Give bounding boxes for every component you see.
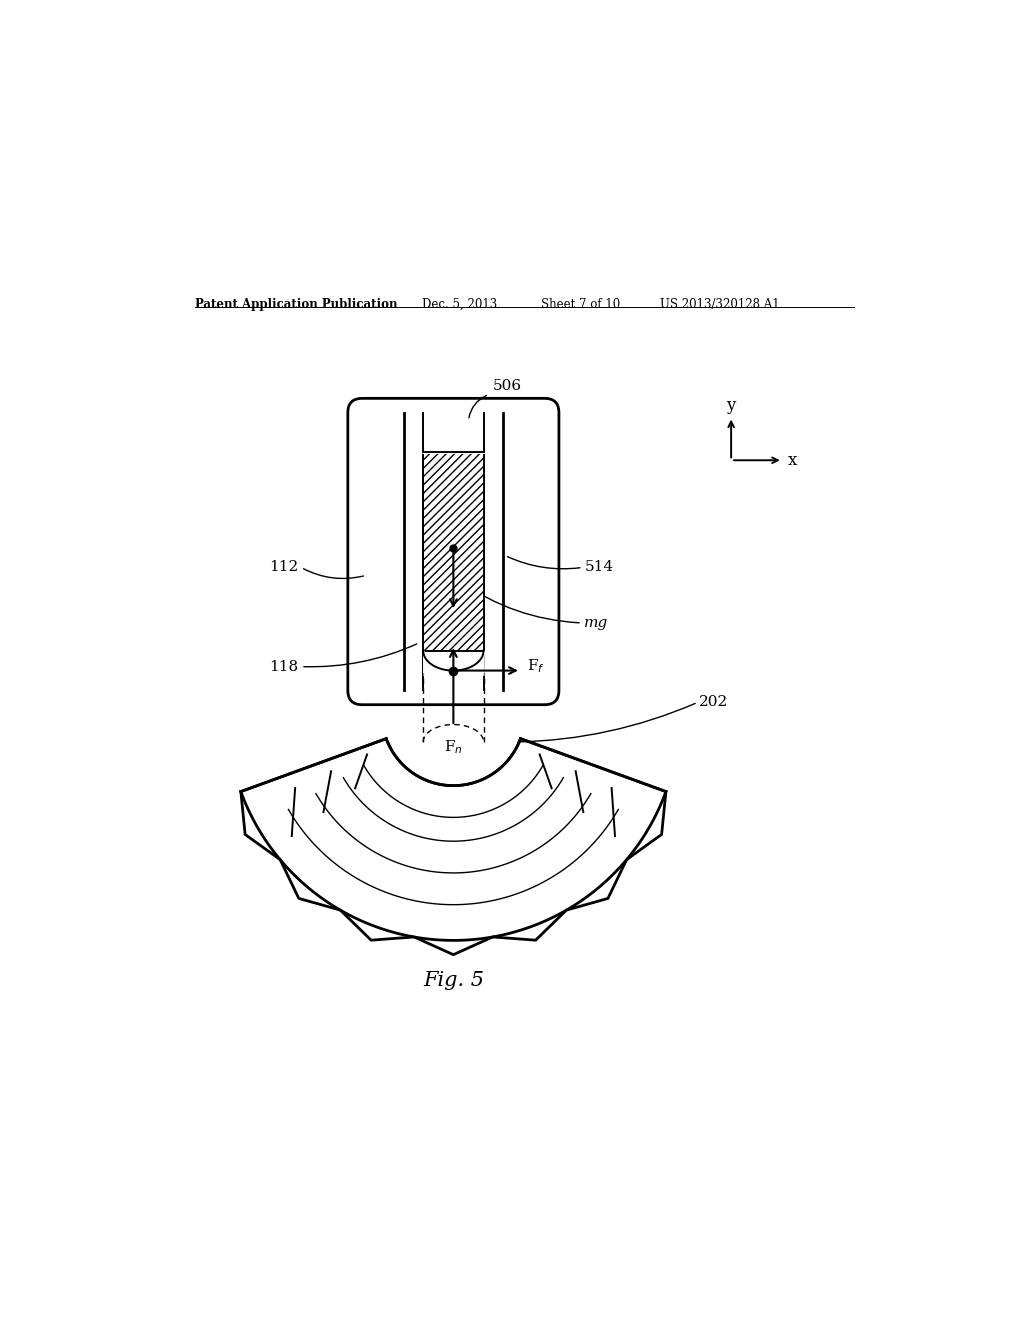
Text: 202: 202 xyxy=(699,696,729,709)
Text: 514: 514 xyxy=(585,561,613,574)
Text: 506: 506 xyxy=(494,379,522,393)
FancyBboxPatch shape xyxy=(348,399,559,705)
Text: 118: 118 xyxy=(269,660,299,673)
Text: y: y xyxy=(726,397,736,414)
Polygon shape xyxy=(241,739,666,940)
Text: Fig. 5: Fig. 5 xyxy=(423,970,484,990)
Text: mg: mg xyxy=(585,616,608,630)
Text: F$_n$: F$_n$ xyxy=(444,738,463,756)
Text: Patent Application Publication: Patent Application Publication xyxy=(196,297,398,310)
Text: Sheet 7 of 10: Sheet 7 of 10 xyxy=(541,297,620,310)
Text: Dec. 5, 2013: Dec. 5, 2013 xyxy=(422,297,497,310)
Text: F$_f$: F$_f$ xyxy=(527,657,545,676)
Text: x: x xyxy=(788,451,798,469)
Text: 112: 112 xyxy=(269,561,299,574)
Text: US 2013/320128 A1: US 2013/320128 A1 xyxy=(659,297,779,310)
Bar xyxy=(423,453,483,651)
